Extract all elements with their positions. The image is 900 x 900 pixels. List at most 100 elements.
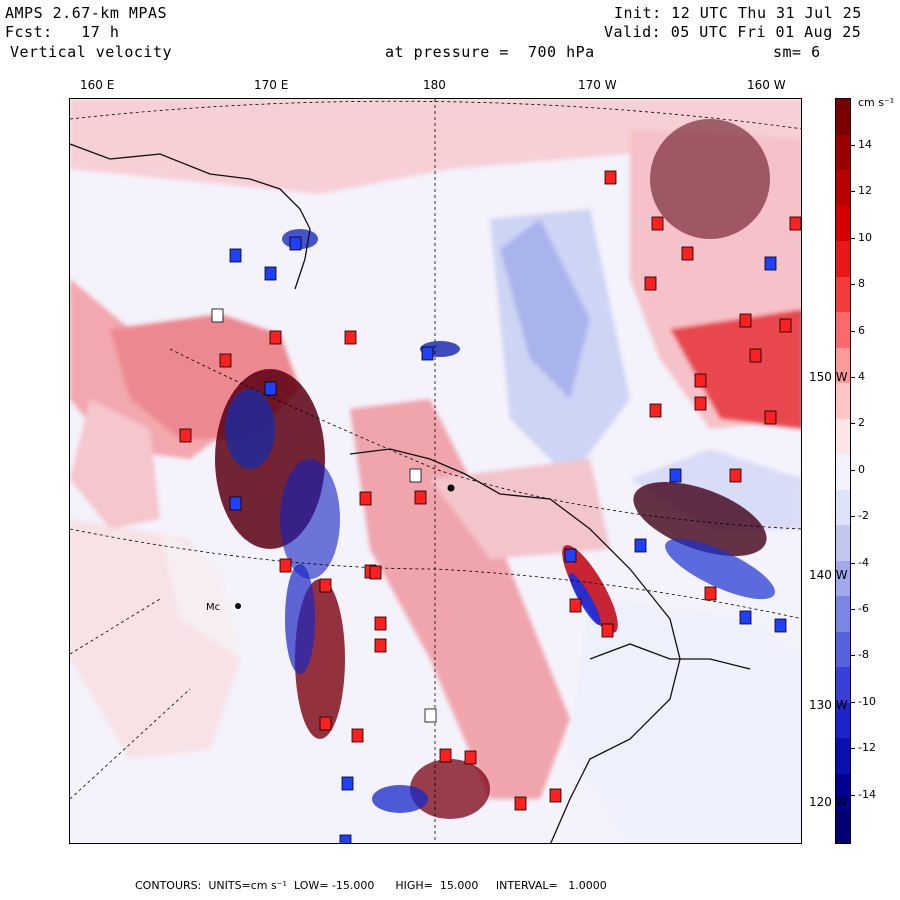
colorbar-segment [836,205,850,243]
colorbar-tick [851,794,855,796]
extremum-box [269,330,282,345]
extremum-box [344,330,357,345]
colorbar-tick-label: 4 [858,370,865,383]
extremum-box [421,346,434,361]
extremum-box [569,598,582,613]
colorbar-tick [851,609,855,610]
colorbar-segment [836,312,850,349]
convective-cores [215,119,775,819]
colorbar-segment [836,383,850,420]
extremum-box [374,638,387,653]
extremum-box [264,381,277,396]
colorbar-tick [851,330,855,332]
colorbar-tick [851,423,855,425]
extremum-box [211,308,224,323]
extremum-box [651,216,664,231]
extremum-box [229,496,242,511]
colorbar-segment [836,702,850,740]
extremum-box [374,616,387,631]
extremum-box [351,728,364,743]
colorbar-segment [836,667,850,704]
extremum-box [279,558,292,573]
extremum-box [341,776,354,791]
extremum-box [749,348,762,363]
extremum-box [439,748,452,763]
extremum-box [774,618,787,633]
coastlines [70,143,751,843]
init-time: Init: 12 UTC Thu 31 Jul 25 [614,4,862,22]
extremum-box [779,318,792,333]
extremum-box [564,548,577,563]
colorbar-tick [851,748,855,750]
colorbar-segment [836,99,850,136]
field-name: Vertical velocity [10,43,173,61]
extremum-box [669,468,682,483]
colorbar-tick-label: -10 [858,694,876,708]
extremum-box [694,396,707,411]
extremum-box [464,750,477,765]
lat-label-130w: 130 W [809,698,848,712]
extremum-box [229,248,242,263]
vertical-velocity-map: Mc [69,98,802,844]
colorbar-segment [836,241,850,278]
colorbar-segment [836,809,850,843]
extremum-box [319,578,332,593]
field-shading [70,99,801,843]
extremum-box [694,373,707,388]
lon-label-160w: 160 W [747,78,786,92]
extremum-box [764,410,777,425]
extremum-box [359,491,372,506]
extremum-box [634,538,647,553]
colorbar-tick-label: -14 [858,787,876,801]
colorbar-tick [851,701,855,703]
colorbar-tick-label: -4 [858,555,869,569]
extremum-box [644,276,657,291]
colorbar-tick [851,655,855,657]
model-title: AMPS 2.67-km MPAS [5,4,168,22]
colorbar-tick-label: -12 [858,741,876,755]
lon-label-170w: 170 W [578,78,617,92]
extremum-box [601,623,614,638]
extremum-box [264,266,277,281]
colorbar-tick [851,237,855,239]
colorbar-tick-label: 12 [858,184,872,198]
lon-label-180: 180 [423,78,446,92]
colorbar-tick-label: 6 [858,323,865,337]
station-dot [447,484,455,492]
extremum-box [681,246,694,261]
pressure-level: at pressure = 700 hPa [385,43,595,61]
colorbar-segment [836,773,850,811]
colorbar-unit: cm s⁻¹ [858,96,895,109]
extremum-box [604,170,617,185]
colorbar-segment [836,560,850,598]
map-canvas: Mc [70,99,801,843]
colorbar-tick [851,516,855,518]
colorbar-tick [851,284,855,286]
colorbar-tick-label: 0 [858,462,865,476]
colorbar-tick [851,562,855,564]
extremum-box [424,708,437,723]
colorbar-segment [836,418,850,456]
colorbar-tick-label: 8 [858,277,865,291]
lat-label-120w: 120 W [809,795,848,809]
colorbar-tick-label: -6 [858,602,869,615]
colorbar-tick [851,377,855,378]
extremum-box [739,313,752,328]
colorbar-tick-label: -8 [858,648,869,662]
extremum-box [729,468,742,483]
smoothing: sm= 6 [773,43,821,61]
colorbar-segment [836,454,850,491]
colorbar-tick-label: -2 [858,509,869,523]
colorbar-segment [836,276,850,314]
extremum-box [219,353,232,368]
colorbar-segment [836,596,850,633]
valid-time: Valid: 05 UTC Fri 01 Aug 25 [604,23,862,41]
extremum-box [339,834,352,843]
extremum-box [704,586,717,601]
extremum-box [739,610,752,625]
extremum-box [409,468,422,483]
colorbar-tick [851,145,855,146]
extrema-markers [179,170,801,843]
colorbar-tick [851,469,855,471]
extremum-box [649,403,662,418]
